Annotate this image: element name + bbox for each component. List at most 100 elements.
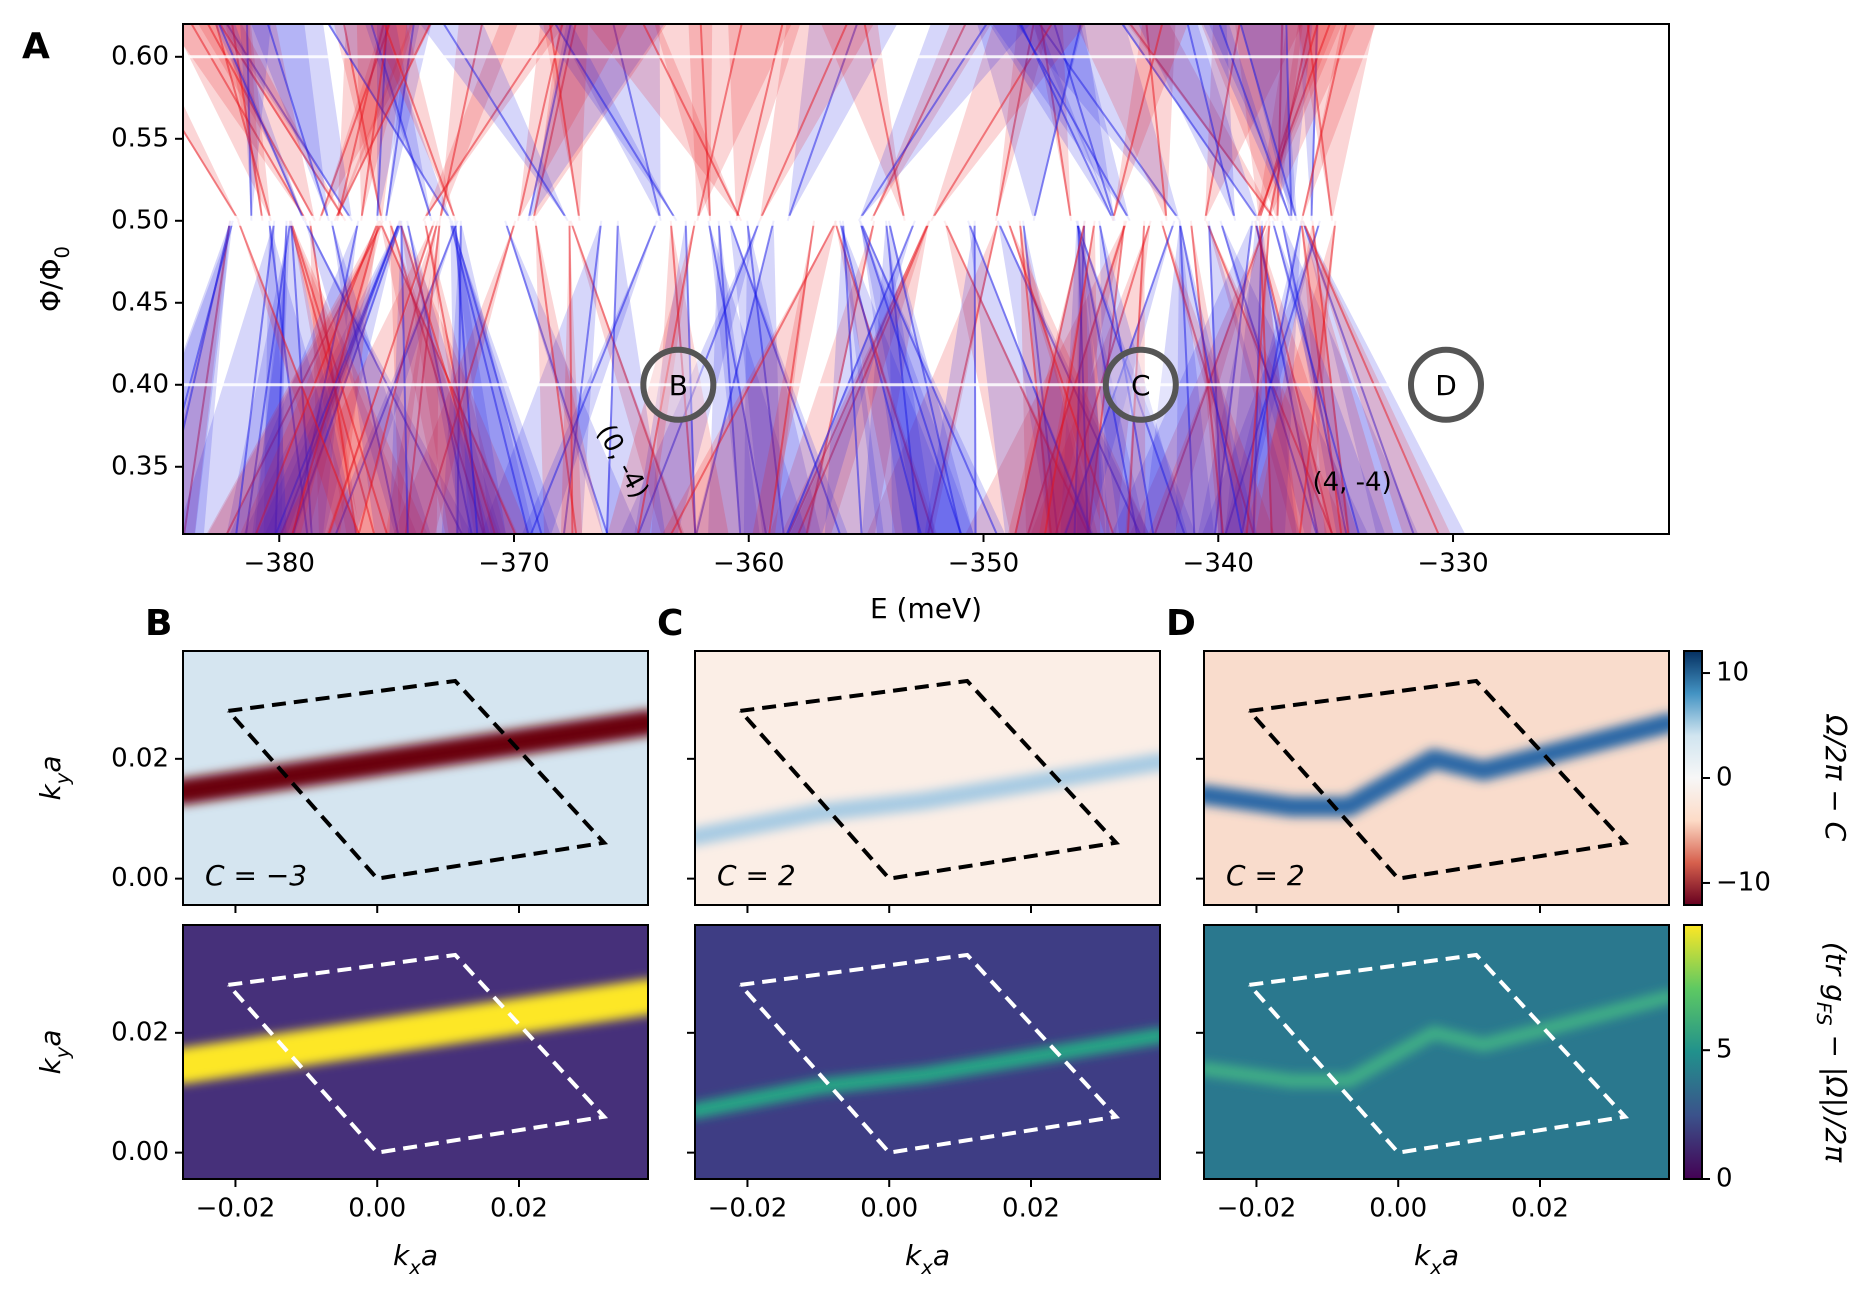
y-tick-label: 0.60 xyxy=(111,41,169,71)
colorbar-tick-label: 5 xyxy=(1716,1035,1733,1065)
brillouin-zone xyxy=(1247,952,1630,1155)
spectrum-wedge xyxy=(334,24,433,221)
spectrum-line xyxy=(290,220,313,534)
spectrum-line xyxy=(858,220,962,534)
spectrum-wedge xyxy=(1161,220,1275,534)
spectrum-wedge xyxy=(399,220,530,534)
spectrum-wedge xyxy=(183,220,231,534)
spectrum-line xyxy=(568,220,574,534)
spectrum-line xyxy=(1300,220,1343,534)
heatmap xyxy=(183,925,648,1179)
colorbar-tick-label: 10 xyxy=(1716,658,1749,688)
spectrum-wedge xyxy=(924,220,977,534)
panel-label: D xyxy=(1166,603,1196,644)
spectrum-wedge xyxy=(1223,220,1302,534)
axes-frame xyxy=(1203,924,1670,1180)
spectrum-line xyxy=(292,220,360,534)
spectrum-wedge xyxy=(439,24,518,221)
y-tick-label: 0.40 xyxy=(111,369,169,399)
spectrum-line xyxy=(1298,220,1337,534)
spectrum-wedge xyxy=(944,220,1092,534)
spectrum-line xyxy=(787,220,931,534)
spectrum-line xyxy=(636,220,697,534)
spectrum-wedge xyxy=(1201,24,1303,221)
spectrum-wedge xyxy=(1032,24,1115,221)
x-axis-label: kxa xyxy=(1414,1239,1459,1279)
spectrum-wedge xyxy=(379,220,518,534)
spectrum-wedge xyxy=(1240,24,1313,221)
spectrum-wedge xyxy=(1204,24,1303,221)
colorbar-label: Ω/2π − C xyxy=(1819,714,1852,842)
spectrum-wedge xyxy=(533,24,667,221)
spectrum-wedge xyxy=(1027,220,1125,534)
spectrum-wedge xyxy=(251,24,329,221)
spectrum-line xyxy=(1253,220,1333,534)
spectrum-wedge xyxy=(605,220,666,534)
y-tick-label: 0.45 xyxy=(111,287,169,317)
spectrum-line xyxy=(707,220,768,534)
spectrum-wedge xyxy=(992,24,1130,221)
spectrum-wedge xyxy=(821,24,905,221)
spectrum-line xyxy=(1258,220,1273,534)
brillouin-zone xyxy=(226,678,609,881)
spectrum-wedge xyxy=(319,24,432,221)
spectrum-line xyxy=(237,220,360,534)
x-axis-label: kxa xyxy=(393,1239,438,1279)
spectrum-wedge xyxy=(977,24,1084,221)
y-tick-label: 0.00 xyxy=(111,863,169,893)
spectrum-line xyxy=(1178,220,1196,534)
spectrum-wedge xyxy=(1111,220,1253,534)
spectrum-wedge xyxy=(441,220,534,534)
colorbar xyxy=(1683,924,1703,1180)
spectrum-line xyxy=(357,220,439,534)
spectrum-line xyxy=(1026,220,1128,534)
spectrum-wedge xyxy=(243,220,400,534)
spectrum-line xyxy=(768,220,816,534)
x-tick-label: −380 xyxy=(244,549,315,579)
spectrum-wedge xyxy=(356,24,414,221)
spectrum-line xyxy=(841,220,863,534)
spectrum-wedge xyxy=(206,220,380,534)
spectrum-wedge xyxy=(1208,220,1300,534)
spectrum-line xyxy=(183,128,240,222)
y-axis-label: Φ/Φ0 xyxy=(34,246,74,312)
spectrum-line xyxy=(973,220,977,534)
spectrum-wedge xyxy=(965,220,1127,534)
spectrum-wedge xyxy=(708,220,808,534)
y-tick-label: 0.50 xyxy=(111,205,169,235)
spectrum-wedge xyxy=(570,220,685,534)
heatmap xyxy=(695,925,1160,1179)
x-tick-label: −330 xyxy=(1417,549,1488,579)
ridge xyxy=(695,1027,1160,1119)
spectrum-line xyxy=(1126,220,1146,534)
spectrum-wedge xyxy=(229,220,359,534)
spectrum-wedge xyxy=(183,24,307,221)
spectrum-wedge xyxy=(824,220,884,534)
y-tick-label: 0.55 xyxy=(111,123,169,153)
spectrum-line xyxy=(454,220,479,534)
spectrum-wedge xyxy=(226,220,291,534)
spectrum-wedge xyxy=(252,220,357,534)
spectrum-line xyxy=(404,220,441,534)
spectrum-wedge xyxy=(1190,220,1248,534)
heatmap-background xyxy=(1204,925,1669,1179)
axes-frame xyxy=(694,924,1161,1180)
spectrum-texture xyxy=(183,24,1669,534)
spectrum-wedge xyxy=(995,24,1050,221)
spectrum-wedge xyxy=(537,24,677,221)
spectrum-line xyxy=(183,220,232,534)
spectrum-wedge xyxy=(183,220,287,534)
panel-label: C xyxy=(657,603,683,644)
spectrum-line xyxy=(1245,220,1271,534)
spectrum-wedge xyxy=(279,220,435,534)
axes-frame xyxy=(182,650,649,906)
spectrum-line xyxy=(225,220,384,534)
spectrum-wedge xyxy=(1099,220,1188,534)
spectrum-wedge xyxy=(333,24,408,221)
spectrum-wedge xyxy=(517,24,629,221)
x-tick-label: −0.02 xyxy=(708,1194,788,1224)
spectrum-line xyxy=(838,220,922,534)
spectrum-line xyxy=(943,220,1090,534)
spectrum-wedge xyxy=(183,104,239,221)
marker-label: B xyxy=(669,369,688,402)
